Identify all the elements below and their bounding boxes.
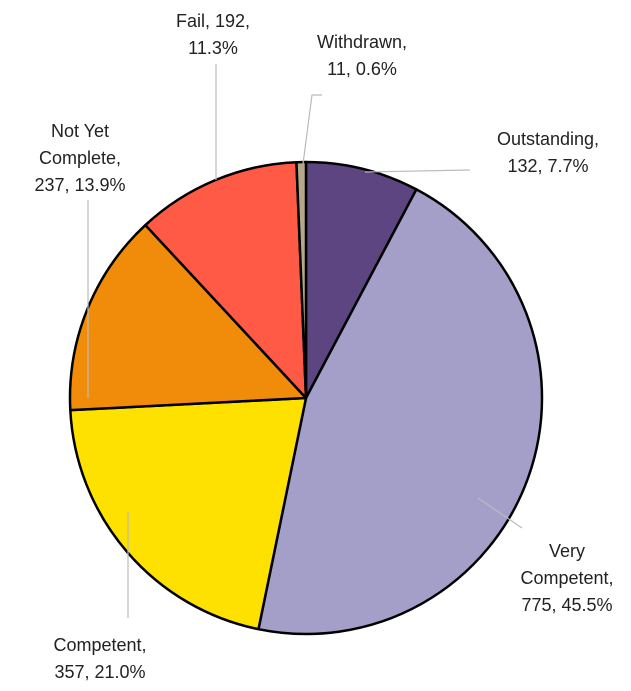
leader-line	[477, 497, 523, 529]
leader-line	[302, 94, 322, 165]
data-label: Not Yet	[51, 121, 109, 141]
data-label: Fail, 192,	[176, 11, 250, 31]
data-label: Complete,	[39, 148, 121, 168]
data-label: 132, 7.7%	[507, 156, 588, 176]
data-label: 237, 13.9%	[34, 175, 125, 195]
data-label: Outstanding,	[497, 129, 599, 149]
data-label: Competent,	[53, 635, 146, 655]
data-label: Competent,	[520, 568, 613, 588]
data-label: 11, 0.6%	[327, 59, 397, 79]
data-label: Withdrawn,	[317, 32, 407, 52]
data-label: 775, 45.5%	[521, 595, 612, 615]
leader-line	[364, 169, 471, 173]
data-label: Very	[549, 541, 585, 561]
pie-slice	[257, 188, 544, 636]
pie-slice	[295, 160, 308, 400]
pie-slice	[69, 396, 308, 631]
pie-slice	[68, 223, 308, 412]
data-label: 11.3%	[188, 38, 238, 58]
pie-slice	[304, 160, 418, 400]
pie-slice	[144, 160, 308, 400]
data-label: 357, 21.0%	[54, 662, 145, 682]
